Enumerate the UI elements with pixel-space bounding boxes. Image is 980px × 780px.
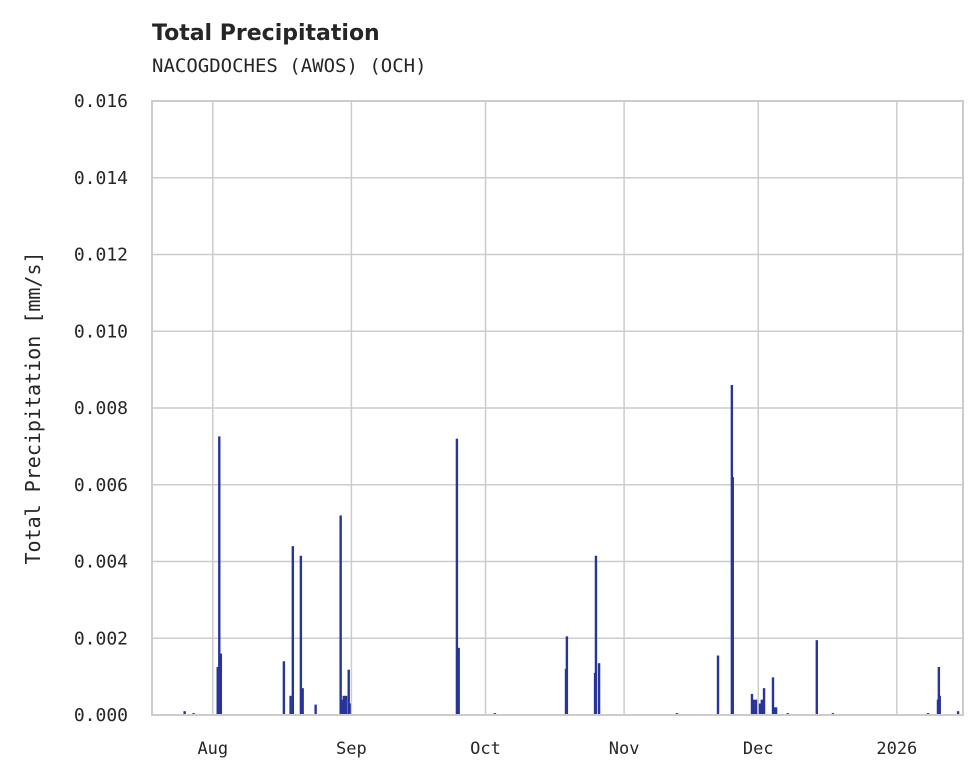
precip-bar: [752, 699, 755, 715]
precip-bar: [342, 695, 345, 715]
precip-bar: [731, 477, 734, 715]
x-tick-label: Dec: [743, 739, 774, 759]
y-tick-label: 0.016: [74, 91, 128, 112]
precip-bar: [758, 703, 762, 715]
precip-bar: [314, 704, 317, 715]
precip-bar: [457, 647, 460, 715]
precip-bar: [299, 555, 303, 715]
precip-bar: [772, 707, 776, 715]
precip-bar: [594, 555, 598, 715]
precip-bar: [347, 669, 350, 715]
y-tick-label: 0.008: [74, 398, 128, 419]
precip-bar: [750, 693, 754, 715]
precip-bar: [937, 667, 941, 715]
y-tick-label: 0.000: [74, 705, 128, 726]
y-tick-label: 0.002: [74, 628, 128, 649]
precip-bar: [815, 640, 819, 715]
chart-title: Total Precipitation: [152, 21, 380, 46]
precip-bar: [754, 699, 758, 715]
y-ticks: 0.000 0.002 0.004 0.006 0.008 0.010 0.012 0.014…: [74, 91, 128, 726]
y-tick-label: 0.006: [74, 475, 128, 496]
x-tick-label: Nov: [609, 739, 640, 759]
x-tick-label: Oct: [470, 739, 501, 759]
precip-bar: [340, 699, 344, 715]
precip-bar: [774, 707, 778, 715]
precip-bar: [771, 677, 775, 715]
precip-bar: [716, 655, 720, 715]
precip-bar: [218, 436, 221, 715]
grid: [152, 100, 963, 716]
y-axis-label: Total Precipitation [mm/s]: [21, 251, 45, 564]
precip-bar: [339, 515, 342, 715]
precip-bar: [291, 546, 295, 715]
precip-bar: [216, 667, 219, 715]
precip-bar: [282, 661, 286, 715]
chart-subtitle: NACOGDOCHES (AWOS) (OCH): [152, 55, 427, 77]
y-tick-label: 0.012: [74, 245, 128, 266]
precip-bar: [344, 695, 348, 715]
precip-bar: [219, 653, 223, 715]
precip-bar: [455, 438, 459, 715]
precip-bar: [938, 695, 941, 715]
precip-bar: [183, 711, 186, 715]
plot-frame: [151, 100, 964, 716]
y-tick-label: 0.014: [74, 168, 128, 189]
precip-bar: [565, 636, 569, 715]
precip-bar: [289, 695, 292, 715]
y-tick-label: 0.004: [74, 552, 128, 573]
bars: [183, 384, 960, 715]
precip-bar: [762, 688, 766, 715]
x-tick-label: 2026: [876, 739, 917, 759]
precip-bar: [956, 711, 960, 715]
x-ticks: Aug Sep Oct Nov Dec 2026: [197, 739, 917, 759]
x-tick-label: Sep: [336, 739, 367, 759]
x-tick-label: Aug: [197, 739, 228, 759]
precip-bar: [760, 699, 764, 715]
precip-bar: [348, 703, 351, 715]
precip-bar: [301, 688, 304, 715]
y-tick-label: 0.010: [74, 321, 128, 342]
precip-bar: [597, 663, 601, 715]
